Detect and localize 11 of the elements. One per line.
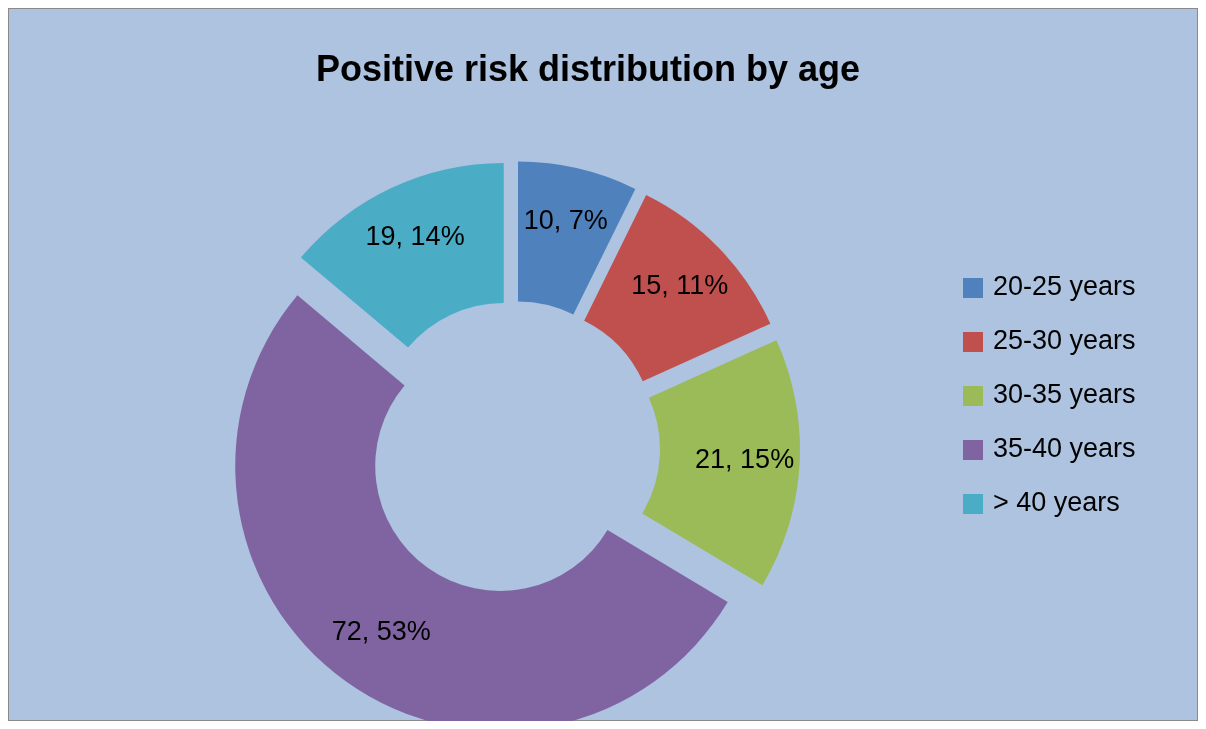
legend-label: 25-30 years	[993, 325, 1136, 356]
legend-label: 35-40 years	[993, 433, 1136, 464]
data-label: 21, 15%	[695, 444, 795, 475]
legend-label: > 40 years	[993, 487, 1120, 518]
data-label: 19, 14%	[365, 220, 465, 251]
data-label: 15, 11%	[631, 269, 729, 300]
legend-label: 20-25 years	[993, 271, 1136, 302]
data-label: 72, 53%	[331, 615, 431, 646]
chart-title: Positive risk distribution by age	[315, 48, 861, 89]
data-label: 10, 7%	[523, 205, 608, 236]
legend-label: 30-35 years	[993, 379, 1136, 410]
